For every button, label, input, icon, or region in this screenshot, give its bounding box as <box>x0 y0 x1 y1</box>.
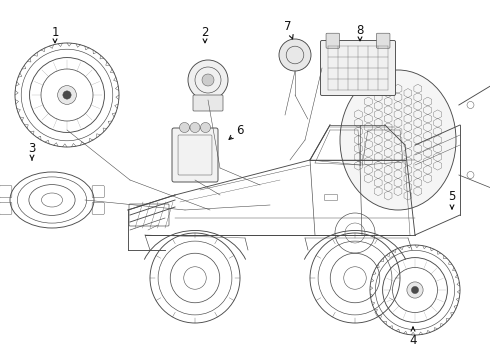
Text: 6: 6 <box>229 123 244 139</box>
FancyBboxPatch shape <box>376 33 390 48</box>
Circle shape <box>179 122 190 132</box>
Text: 8: 8 <box>356 23 364 41</box>
FancyBboxPatch shape <box>320 40 395 95</box>
Circle shape <box>188 60 228 100</box>
Text: 4: 4 <box>409 327 417 346</box>
Circle shape <box>190 122 200 132</box>
FancyBboxPatch shape <box>172 128 218 182</box>
Circle shape <box>407 282 423 298</box>
Circle shape <box>200 122 211 132</box>
Text: 7: 7 <box>284 19 293 39</box>
Circle shape <box>58 86 76 104</box>
FancyBboxPatch shape <box>193 95 223 111</box>
Text: 2: 2 <box>201 26 209 43</box>
Text: 5: 5 <box>448 189 456 209</box>
Circle shape <box>202 74 214 86</box>
Circle shape <box>412 287 418 294</box>
FancyBboxPatch shape <box>326 33 340 48</box>
Circle shape <box>63 91 71 99</box>
Circle shape <box>279 39 311 71</box>
Text: 1: 1 <box>51 26 59 43</box>
Text: 3: 3 <box>28 141 36 160</box>
Ellipse shape <box>340 70 456 210</box>
